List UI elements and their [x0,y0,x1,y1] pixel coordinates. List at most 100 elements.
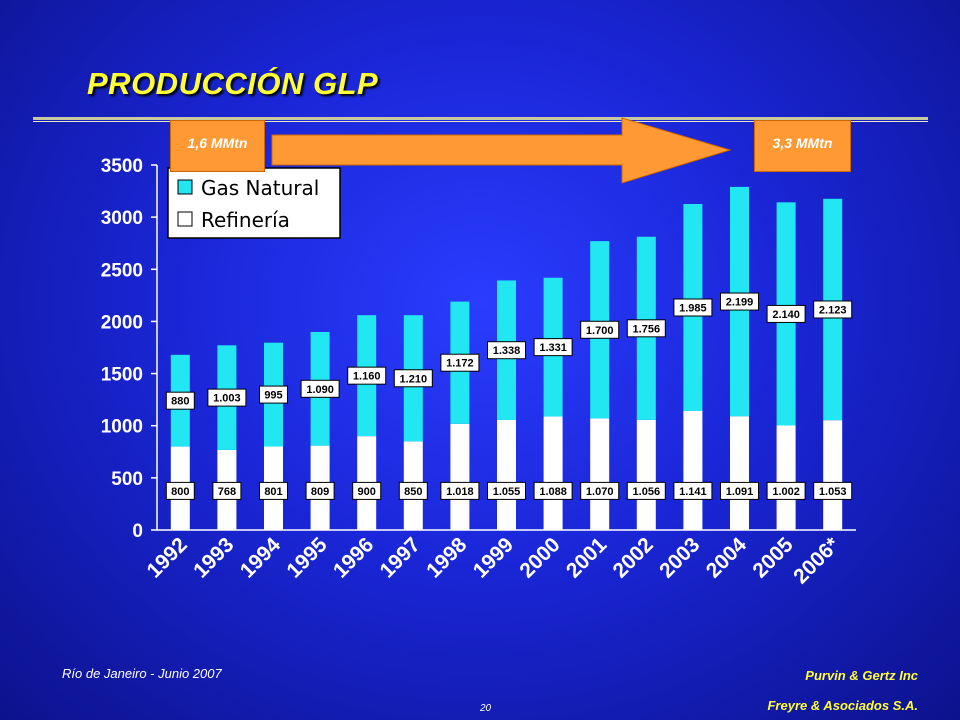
title-rule [33,117,928,120]
x-tick-label: 1993 [189,533,238,582]
x-tick-label: 1995 [282,533,332,583]
bar-refineria [450,423,470,530]
data-label-refineria: 1.056 [633,486,661,498]
data-label-gas-natural-box [580,320,620,339]
data-label-gas-natural: 995 [264,390,282,402]
data-label-refineria: 1.053 [819,486,847,498]
y-tick-label: 1500 [101,365,143,386]
legend-label-gas-natural: Gas Natural [201,176,319,200]
bar-refineria [636,419,656,530]
data-label-refineria-box [212,481,242,500]
data-label-gas-natural-box [720,292,759,311]
x-tick-label: 2005 [748,533,798,583]
data-label-refineria-box [398,481,428,500]
data-label-refineria-box [720,481,759,500]
legend-label-refineria: Refinería [201,208,290,232]
x-tick-label: 1994 [236,533,286,583]
data-label-gas-natural: 1.090 [306,384,334,396]
data-label-refineria: 850 [404,486,422,498]
data-label-gas-natural-box [533,338,573,357]
data-label-refineria: 1.055 [493,486,521,498]
x-tick-label: 2002 [609,533,658,582]
data-label-refineria-box [305,481,335,500]
data-label-refineria-box [626,481,666,500]
data-label-refineria: 1.002 [772,486,800,498]
x-tick-label: 2000 [515,533,564,582]
data-label-refineria: 1.091 [726,486,754,498]
x-tick-label: 1999 [469,533,518,582]
data-label-gas-natural-box [766,304,806,323]
data-label-gas-natural-box [626,319,666,338]
y-tick-label: 2000 [101,312,143,333]
legend-box [167,167,341,239]
x-tick-label: 2004 [702,533,752,583]
page-title: PRODUCCIÓN GLP [87,66,379,101]
data-label-refineria: 768 [218,486,236,498]
footer-company-1: Purvin & Gertz Inc [805,668,918,683]
data-label-refineria-box [165,481,195,500]
data-label-gas-natural: 1.210 [400,373,428,385]
x-tick-label: 1997 [376,533,425,582]
data-label-refineria: 809 [311,486,329,498]
bar-refineria [590,418,610,530]
data-label-refineria: 900 [358,486,376,498]
data-label-refineria: 1.070 [586,486,614,498]
x-tick-label: 2003 [655,533,704,582]
x-tick-label: 1996 [329,533,378,582]
data-label-gas-natural-box [440,353,480,372]
data-label-gas-natural-box [487,341,526,360]
data-label-gas-natural-box [259,385,288,404]
footer-location-date: Río de Janeiro - Junio 2007 [62,666,222,681]
data-label-gas-natural: 2.140 [772,309,800,321]
data-label-refineria: 1.018 [446,486,474,498]
data-label-gas-natural: 1.700 [586,325,614,337]
data-label-gas-natural: 1.003 [213,393,241,405]
legend-swatch-refineria [177,211,193,227]
data-label-gas-natural: 1.756 [633,323,661,335]
bar-refineria [683,411,703,530]
bar-refineria [543,416,563,530]
x-tick-label: 2001 [562,533,612,583]
callout-end: 3,3 MMtn [754,120,851,172]
y-tick-label: 3500 [101,156,143,177]
bar-refineria [823,420,843,530]
data-label-refineria-box [440,481,480,500]
bar-refineria [776,425,796,530]
data-label-refineria-box [766,481,806,500]
data-label-gas-natural-box [393,369,433,388]
data-label-refineria: 1.088 [539,486,567,498]
data-label-gas-natural-box [813,300,853,319]
data-label-refineria: 1.141 [679,486,707,498]
data-label-gas-natural: 2.199 [726,297,754,309]
data-label-gas-natural-box [347,366,387,385]
legend-swatch-gas-natural [177,179,193,195]
data-label-refineria-box [533,481,573,500]
growth-arrow [271,117,732,184]
x-tick-label: 2006* [789,533,845,589]
data-label-refineria-box [487,481,526,500]
data-label-gas-natural-box [300,379,340,398]
y-tick-label: 1000 [101,417,143,438]
data-label-refineria-box [580,481,620,500]
data-label-gas-natural: 1.985 [679,303,707,315]
callout-start: 1,6 MMtn [170,120,265,172]
x-tick-label: 1992 [143,533,192,582]
data-label-gas-natural: 1.331 [539,342,567,354]
data-label-gas-natural-box [207,388,247,407]
data-label-gas-natural-box [673,298,713,317]
data-label-refineria-box [673,481,713,500]
x-tick-label: 1998 [422,533,472,583]
data-label-gas-natural: 1.172 [446,358,474,370]
title-rule-thin [33,121,928,122]
footer-company-2: Freyre & Asociados S.A. [767,698,918,713]
data-label-refineria: 800 [171,486,189,498]
bar-refineria [497,419,516,530]
data-label-refineria-box [352,481,382,500]
bar-refineria [730,416,749,530]
data-label-gas-natural: 880 [171,396,189,408]
y-tick-label: 500 [111,469,143,490]
data-label-refineria: 801 [264,486,282,498]
data-label-gas-natural: 1.338 [493,345,521,357]
data-label-gas-natural-box [165,391,195,410]
